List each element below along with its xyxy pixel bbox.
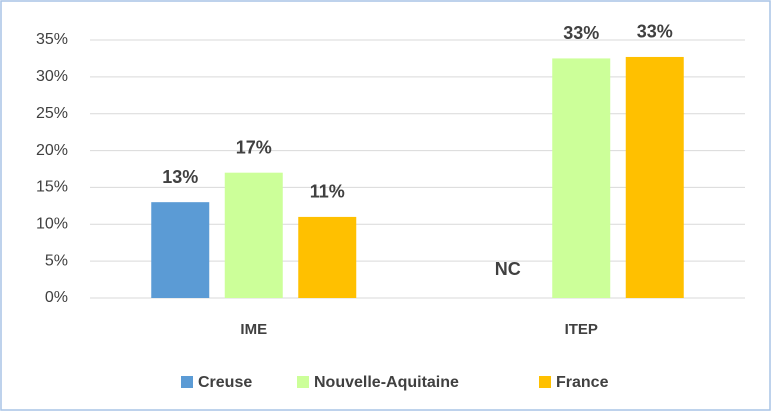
data-label: 13%: [162, 167, 198, 187]
data-label: NC: [495, 259, 521, 279]
y-tick-label: 10%: [36, 216, 68, 233]
bar: [151, 202, 210, 298]
bar: [298, 216, 357, 298]
x-tick-label: ITEP: [565, 321, 598, 338]
data-label: 11%: [310, 182, 345, 202]
y-tick-label: 0%: [45, 289, 68, 306]
x-tick-label: IME: [240, 321, 267, 338]
legend-swatch: [539, 376, 551, 388]
bar: [625, 56, 684, 298]
legend-label: Creuse: [198, 374, 252, 391]
y-tick-label: 30%: [36, 68, 68, 85]
data-label: 33%: [637, 22, 673, 42]
y-tick-label: 25%: [36, 105, 68, 122]
legend-label: Nouvelle-Aquitaine: [314, 374, 459, 391]
data-label: 33%: [563, 23, 599, 43]
legend-swatch: [297, 376, 309, 388]
y-tick-label: 20%: [36, 142, 68, 159]
bar: [224, 172, 283, 298]
data-label: 17%: [236, 137, 272, 157]
legend-swatch: [181, 376, 193, 388]
bar: [552, 58, 611, 298]
y-tick-label: 35%: [36, 31, 68, 48]
y-tick-label: 5%: [45, 252, 68, 269]
legend-label: France: [556, 374, 609, 391]
y-tick-label: 15%: [36, 179, 68, 196]
